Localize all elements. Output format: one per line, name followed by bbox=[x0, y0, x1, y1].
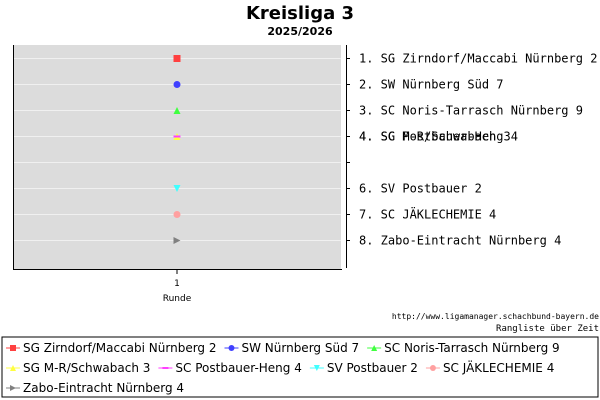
legend-marker bbox=[10, 345, 16, 351]
rank-label: 4. SC Postbauer-Heng 4 bbox=[359, 130, 518, 144]
legend-marker bbox=[371, 345, 378, 351]
legend-label: SW Nürnberg Süd 7 bbox=[241, 341, 359, 355]
x-tick-label: 1 bbox=[174, 279, 180, 289]
rank-label: 8. Zabo-Eintracht Nürnberg 4 bbox=[359, 234, 561, 248]
data-point bbox=[173, 55, 181, 62]
x-ticks: 1 bbox=[174, 279, 180, 289]
chart-subtitle: 2025/2026 bbox=[267, 25, 333, 38]
legend: SG Zirndorf/Maccabi Nürnberg 2 SW Nürnber… bbox=[6, 341, 560, 395]
legend-label: SG M-R/Schwabach 3 bbox=[23, 361, 150, 375]
legend-label: SC Noris-Tarrasch Nürnberg 9 bbox=[384, 341, 560, 355]
legend-box bbox=[1, 336, 599, 398]
plot-area bbox=[14, 45, 341, 269]
data-point bbox=[173, 107, 181, 114]
legend-marker bbox=[313, 365, 320, 371]
rank-labels: 1. SG Zirndorf/Maccabi Nürnberg 2 2. SW N… bbox=[359, 52, 597, 248]
rank-label: 2. SW Nürnberg Süd 7 bbox=[359, 78, 504, 92]
data-point bbox=[173, 237, 181, 244]
legend-marker bbox=[10, 385, 16, 391]
legend-label: SG Zirndorf/Maccabi Nürnberg 2 bbox=[23, 341, 217, 355]
legend-marker bbox=[10, 365, 16, 371]
x-axis-label: Runde bbox=[163, 294, 192, 304]
rank-label: 3. SC Noris-Tarrasch Nürnberg 9 bbox=[359, 104, 583, 118]
rank-label: 1. SG Zirndorf/Maccabi Nürnberg 2 bbox=[359, 52, 597, 66]
legend-marker bbox=[162, 367, 169, 369]
data-point bbox=[173, 185, 181, 192]
legend-label: SC Postbauer-Heng 4 bbox=[175, 361, 301, 375]
rank-label: 6. SV Postbauer 2 bbox=[359, 182, 482, 196]
chart-title: Kreisliga 3 bbox=[246, 3, 354, 24]
axes bbox=[13, 45, 350, 274]
chart-note: Rangliste über Zeit bbox=[496, 324, 599, 334]
legend-marker bbox=[228, 345, 235, 351]
source-url[interactable]: http://www.ligamanager.schachbund-bayern… bbox=[392, 312, 599, 321]
data-points bbox=[173, 55, 181, 244]
legend-label: SC JÄKLECHEMIE 4 bbox=[443, 360, 554, 375]
legend-label: Zabo-Eintracht Nürnberg 4 bbox=[23, 381, 184, 395]
legend-marker bbox=[429, 365, 436, 371]
data-point bbox=[173, 135, 181, 138]
data-point bbox=[173, 81, 181, 88]
legend-label: SV Postbauer 2 bbox=[327, 361, 418, 375]
data-point bbox=[173, 211, 181, 218]
rank-label: 7. SC JÄKLECHEMIE 4 bbox=[359, 207, 496, 222]
rank-label: 4. SG M-R/Schwabach 3 bbox=[359, 130, 511, 144]
